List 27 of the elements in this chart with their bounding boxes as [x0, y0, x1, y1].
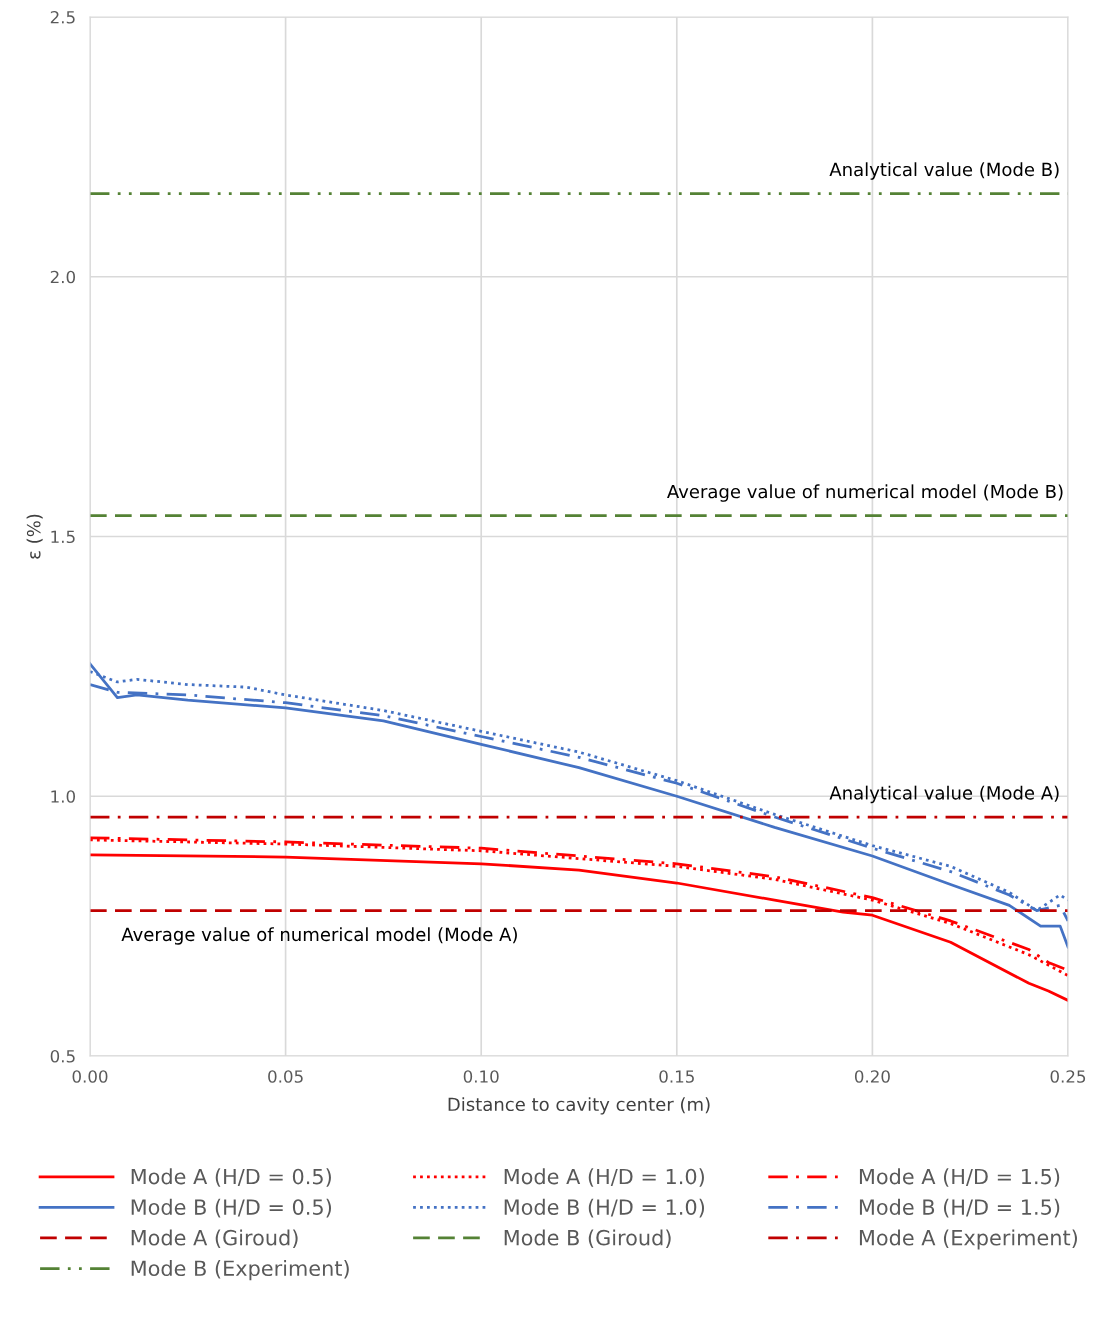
y-tick-label: 2.0 — [50, 270, 75, 284]
legend-label: Mode A (H/D = 0.5) — [131, 1168, 331, 1187]
x-tick-label: 0.20 — [854, 1070, 890, 1083]
legend-label: Mode B (H/D = 1.5) — [859, 1198, 1060, 1218]
y-tick-label: 1.5 — [51, 530, 75, 544]
x-tick-label: 0.00 — [72, 1070, 108, 1083]
annotation: Analytical value (Mode A) — [829, 785, 1059, 804]
x-tick-label: 0.10 — [463, 1070, 499, 1083]
legend-label: Mode B (H/D = 1.0) — [504, 1198, 705, 1218]
annotation: Average value of numerical model (Mode B) — [667, 484, 1063, 502]
x-axis-title: Distance to cavity center (m) — [448, 1097, 710, 1115]
y-tick-label: 2.5 — [50, 10, 75, 24]
x-tick-label: 0.25 — [1050, 1070, 1086, 1083]
y-tick-label: 1.0 — [51, 790, 75, 803]
legend-label: Mode A (H/D = 1.0) — [504, 1168, 704, 1187]
y-tick-label: 0.5 — [50, 1049, 75, 1063]
annotation: Average value of numerical model (Mode A) — [121, 927, 517, 945]
y-axis-title: ε (%) — [26, 514, 43, 559]
legend-label: Mode B (Giroud) — [504, 1229, 671, 1248]
x-tick-label: 0.05 — [268, 1070, 303, 1083]
x-tick-label: 0.15 — [659, 1070, 694, 1083]
legend-label: Mode B (Experiment) — [131, 1260, 349, 1281]
legend-label: Mode B (H/D = 0.5) — [131, 1198, 331, 1218]
legend-label: Mode A (Experiment) — [859, 1229, 1077, 1250]
annotation: Analytical value (Mode B) — [829, 162, 1059, 180]
legend-label: Mode A (Giroud) — [131, 1229, 298, 1248]
legend-label: Mode A (H/D = 1.5) — [859, 1168, 1060, 1187]
